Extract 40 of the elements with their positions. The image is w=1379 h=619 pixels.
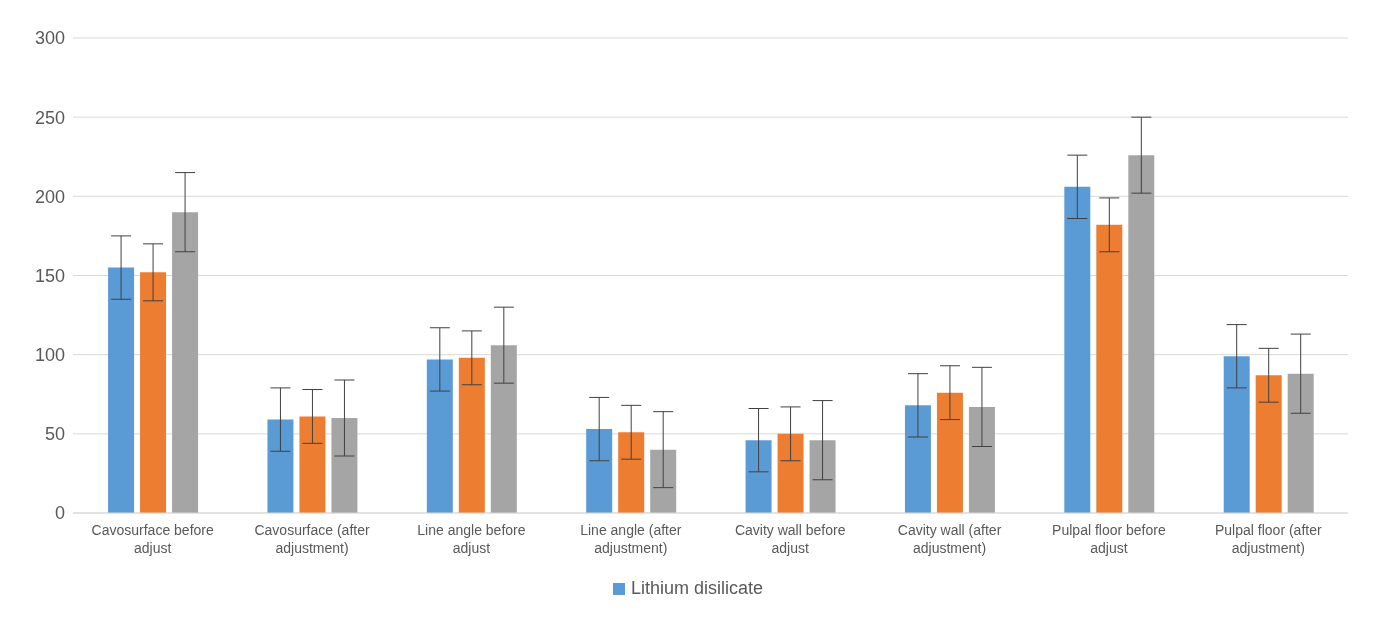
x-tick-label: Cavity wall before adjust [734, 522, 846, 556]
bar [458, 357, 485, 513]
bar [650, 449, 677, 513]
bar [108, 267, 135, 513]
legend-label: Lithium disilicate [629, 578, 764, 599]
y-tick-label: 100 [34, 345, 65, 366]
x-tick-label: Pulpal floor (after adjustment) [1215, 522, 1322, 556]
bar [777, 433, 804, 513]
bar [745, 440, 772, 513]
bar [586, 429, 613, 513]
bar [331, 418, 358, 513]
x-tick-label: Line angle (after adjustment) [580, 522, 682, 556]
bar [299, 416, 326, 513]
x-tick-label: Cavosurface before adjust [91, 522, 214, 556]
y-tick-label: 300 [34, 28, 65, 49]
y-tick-label: 200 [34, 186, 65, 207]
y-tick-label: 50 [44, 424, 65, 445]
x-tick-label: Cavosurface (after adjustment) [254, 522, 370, 556]
bar [140, 272, 167, 513]
bar [809, 440, 836, 513]
y-tick-label: 150 [34, 265, 65, 286]
bar [1255, 375, 1282, 513]
x-tick-label: Cavity wall (after adjustment) [897, 522, 1002, 556]
bar [1064, 186, 1091, 513]
bar [1223, 356, 1250, 513]
bar [618, 432, 645, 513]
x-tick-label: Pulpal floor before adjust [1052, 522, 1166, 556]
bar [904, 405, 931, 513]
bar [1128, 155, 1155, 513]
bar [968, 406, 995, 513]
bar [267, 419, 294, 513]
bar [172, 212, 199, 513]
bar [1287, 373, 1314, 513]
bar [936, 392, 963, 513]
x-tick-label: Line angle before adjust [417, 522, 526, 556]
bar [1096, 224, 1123, 513]
y-tick-label: 250 [34, 107, 65, 128]
y-tick-label: 0 [54, 503, 65, 524]
bar [426, 359, 453, 513]
bar [490, 345, 517, 513]
